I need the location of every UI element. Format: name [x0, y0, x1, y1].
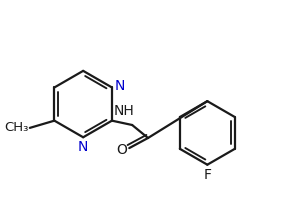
- Text: N: N: [114, 79, 125, 93]
- Text: NH: NH: [114, 104, 135, 118]
- Text: O: O: [116, 143, 127, 157]
- Text: N: N: [78, 139, 88, 154]
- Text: F: F: [203, 168, 211, 182]
- Text: CH₃: CH₃: [4, 121, 28, 134]
